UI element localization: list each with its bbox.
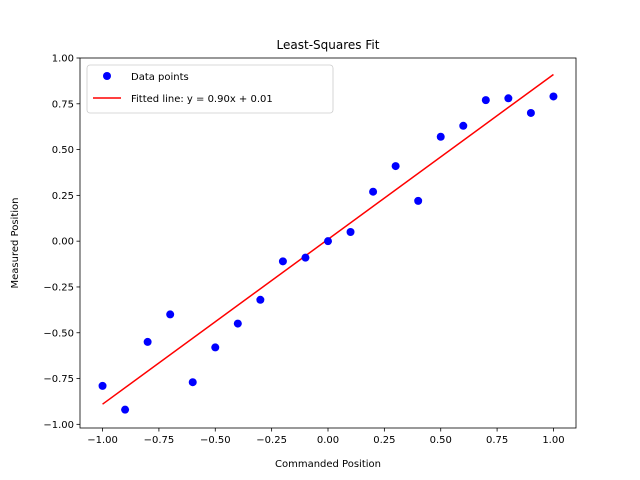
y-axis-label: Measured Position bbox=[10, 198, 21, 289]
data-point bbox=[301, 253, 310, 262]
y-tick-label: −0.75 bbox=[43, 374, 74, 385]
legend-box bbox=[86, 64, 334, 114]
y-tick-label: 1.00 bbox=[52, 54, 74, 65]
data-point bbox=[526, 108, 535, 117]
y-tick-label: −1.00 bbox=[43, 420, 74, 431]
data-point bbox=[98, 381, 107, 390]
y-tick-label: 0.00 bbox=[52, 237, 74, 248]
plot-area bbox=[98, 73, 558, 414]
legend-label-fitted-line: Fitted line: y = 0.90x + 0.01 bbox=[131, 94, 273, 105]
data-point bbox=[324, 237, 332, 246]
x-axis-label: Commanded Position bbox=[275, 459, 381, 470]
y-tick-label: 0.75 bbox=[52, 99, 74, 110]
y-tick-label: −0.50 bbox=[43, 328, 74, 339]
x-tick-label: −0.25 bbox=[256, 435, 287, 446]
data-point bbox=[459, 121, 468, 130]
legend: Data points Fitted line: y = 0.90x + 0.0… bbox=[86, 64, 334, 114]
x-tick-label: 0.75 bbox=[486, 435, 508, 446]
data-point bbox=[436, 132, 445, 141]
data-point bbox=[233, 319, 242, 328]
data-point bbox=[256, 295, 265, 304]
x-tick-label: 0.25 bbox=[373, 435, 395, 446]
data-point bbox=[414, 196, 423, 205]
y-tick-label: −0.25 bbox=[43, 282, 74, 293]
data-point bbox=[188, 378, 197, 387]
chart-title: Least-Squares Fit bbox=[277, 38, 380, 52]
data-point bbox=[504, 94, 513, 103]
y-tick-label: 0.50 bbox=[52, 145, 74, 156]
data-point bbox=[211, 343, 220, 352]
data-point bbox=[143, 337, 152, 346]
axis-ticks: −1.00 −0.75 −0.50 −0.25 0.00 0.25 0.50 0.75 1.00… bbox=[43, 54, 564, 447]
x-tick-label: −0.50 bbox=[200, 435, 231, 446]
axes-frame bbox=[79, 57, 577, 429]
x-tick-label: 1.00 bbox=[542, 435, 564, 446]
x-tick-label: 0.50 bbox=[430, 435, 452, 446]
x-tick-label: −1.00 bbox=[87, 435, 118, 446]
data-point bbox=[369, 187, 378, 196]
legend-label-data-points: Data points bbox=[131, 72, 189, 83]
data-point bbox=[278, 257, 287, 266]
data-point bbox=[121, 405, 130, 414]
data-point bbox=[481, 96, 490, 105]
data-point bbox=[346, 228, 355, 237]
data-point bbox=[549, 92, 558, 101]
data-point bbox=[166, 310, 175, 319]
x-tick-label: 0.00 bbox=[317, 435, 339, 446]
legend-marker-data-points bbox=[103, 72, 111, 80]
x-tick-label: −0.75 bbox=[144, 435, 175, 446]
data-point bbox=[391, 162, 400, 171]
y-tick-label: 0.25 bbox=[52, 191, 74, 202]
